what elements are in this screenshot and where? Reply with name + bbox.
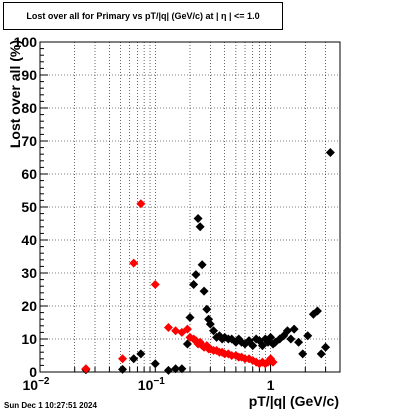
data-point-black [321, 342, 331, 352]
y-tick-label: 80 [21, 100, 37, 116]
y-tick-label: 100 [14, 34, 38, 50]
timestamp: Sun Dec 1 10:27:51 2024 [4, 401, 97, 410]
data-point-red [81, 364, 91, 374]
data-point-black [266, 332, 276, 342]
y-axis-label: Lost over all (%) [7, 40, 23, 148]
data-point-black [205, 319, 215, 329]
data-point-black [193, 214, 203, 224]
data-point-black [191, 270, 201, 280]
data-point-black [312, 306, 322, 316]
x-tick-label: 1 [267, 377, 275, 393]
y-tick-label: 60 [21, 166, 37, 182]
data-point-black [189, 280, 199, 290]
data-point-black [150, 359, 160, 369]
data-point-black [171, 364, 181, 374]
y-tick-label: 40 [21, 232, 37, 248]
data-point-black [129, 354, 139, 364]
data-point-black [248, 341, 258, 351]
data-point-black [199, 286, 209, 296]
data-point-black [286, 334, 296, 344]
y-tick-label: 50 [21, 199, 37, 215]
data-point-black [185, 313, 195, 323]
data-point-black [316, 349, 326, 359]
data-point-black [202, 304, 212, 314]
data-point-black [182, 339, 192, 349]
data-point-black [298, 349, 308, 359]
data-point-black [325, 148, 335, 158]
y-tick-label: 10 [21, 331, 37, 347]
data-point-red [118, 354, 128, 364]
data-point-black [294, 337, 304, 347]
data-points [81, 148, 335, 375]
y-tick-label: 0 [29, 364, 37, 380]
data-point-red [182, 324, 192, 334]
data-point-black [282, 326, 292, 336]
chart-title: Lost over all for Primary vs pT/|q| (GeV… [3, 2, 283, 30]
data-point-black [118, 364, 128, 374]
grid-lines [39, 41, 341, 373]
data-point-black [195, 222, 205, 232]
data-point-black [303, 331, 313, 341]
y-tick-label: 70 [21, 133, 37, 149]
x-tick-label: 10−1 [138, 376, 165, 393]
y-tick-label: 30 [21, 265, 37, 281]
x-axis-label: pT/|q| (GeV/c) [249, 393, 339, 409]
data-point-black [289, 324, 299, 334]
data-point-red [129, 258, 139, 268]
x-tick-label: 10−2 [23, 376, 50, 393]
data-point-red [136, 199, 146, 209]
data-point-red [163, 322, 173, 332]
y-tick-label: 20 [21, 298, 37, 314]
data-point-black [209, 326, 219, 336]
data-point-red [150, 280, 160, 290]
data-point-black [197, 260, 207, 270]
y-tick-label: 90 [21, 67, 37, 83]
data-point-black [136, 349, 146, 359]
data-point-black [177, 364, 187, 374]
data-point-red [268, 357, 278, 367]
data-point-black [163, 365, 173, 375]
data-point-red [171, 326, 181, 336]
